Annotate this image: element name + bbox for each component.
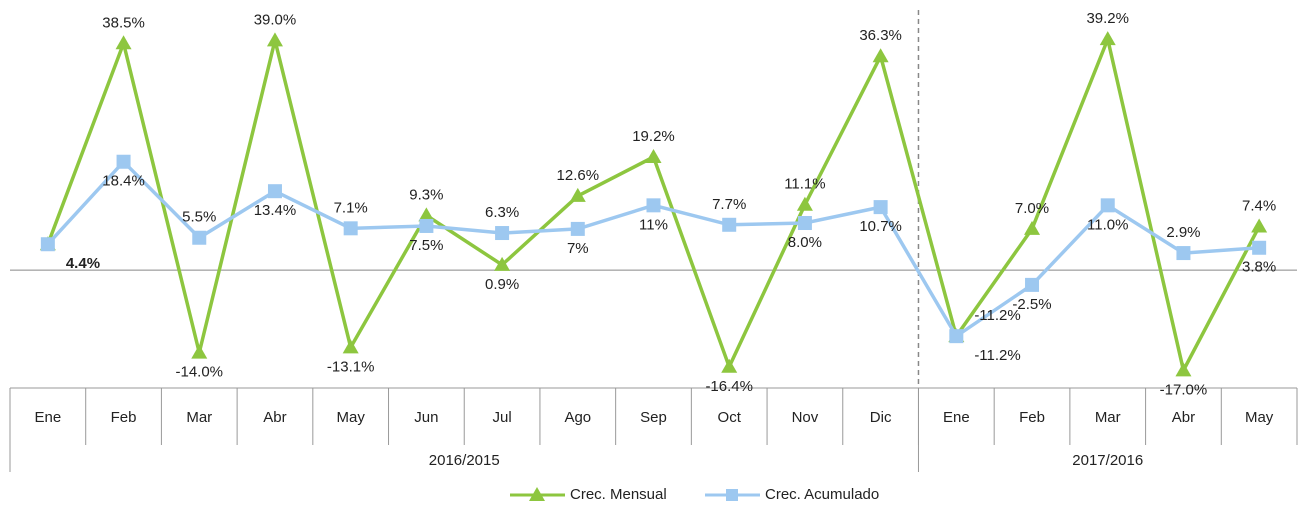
data-label: 4.4%	[66, 255, 100, 272]
data-label: 7%	[567, 240, 589, 257]
data-label: -11.2%	[974, 307, 1020, 324]
point	[1100, 198, 1115, 213]
x-tick-label: Ago	[564, 409, 591, 426]
data-label: 0.9%	[485, 276, 519, 293]
data-label: -17.0%	[1160, 381, 1208, 398]
point	[646, 198, 661, 213]
x-tick-label: Ene	[943, 409, 970, 426]
data-label: -2.5%	[1012, 296, 1051, 313]
data-label: 39.2%	[1086, 10, 1129, 27]
x-tick-label: Nov	[792, 409, 819, 426]
x-tick-label: Abr	[263, 409, 286, 426]
point	[1175, 362, 1192, 377]
point	[267, 184, 282, 199]
point	[342, 339, 359, 354]
x-tick-label: Feb	[1019, 409, 1045, 426]
point	[1252, 240, 1267, 255]
x-tick-label: May	[337, 409, 366, 426]
data-label: 9.3%	[409, 186, 443, 203]
group-label: 2017/2016	[1072, 452, 1143, 469]
data-label: 12.6%	[557, 167, 600, 184]
data-label: 38.5%	[102, 14, 145, 31]
point	[1025, 277, 1040, 292]
data-label: 8.0%	[788, 234, 822, 251]
point	[1251, 218, 1268, 233]
x-tick-label: Mar	[186, 409, 212, 426]
x-tick-label: Jul	[492, 409, 511, 426]
point	[645, 149, 662, 164]
data-label: 13.4%	[254, 202, 297, 219]
point	[797, 216, 812, 231]
point	[796, 196, 813, 211]
point	[1024, 220, 1041, 235]
group-label: 2016/2015	[429, 452, 500, 469]
data-label: 18.4%	[102, 173, 145, 190]
data-label: 5.5%	[182, 209, 216, 226]
legend-label: Crec. Acumulado	[765, 486, 879, 503]
point	[343, 221, 358, 236]
legend-label: Crec. Mensual	[570, 486, 667, 503]
data-label: 11.0%	[1087, 216, 1128, 233]
data-label: 7.5%	[409, 237, 443, 254]
data-label: -16.4%	[705, 378, 753, 395]
point	[569, 187, 586, 202]
point	[115, 35, 132, 50]
data-label: 36.3%	[859, 27, 902, 44]
point	[872, 48, 889, 63]
point	[721, 358, 738, 373]
point	[494, 256, 511, 271]
point	[192, 230, 207, 245]
data-label: 7.7%	[712, 196, 746, 213]
point	[722, 217, 737, 232]
data-label: -13.1%	[327, 358, 375, 375]
point	[1099, 31, 1116, 46]
point	[418, 207, 435, 222]
data-label: 7.4%	[1242, 198, 1276, 215]
data-label: 11%	[639, 216, 668, 233]
point	[873, 200, 888, 215]
data-label: 10.7%	[859, 218, 902, 235]
data-label: 39.0%	[254, 11, 297, 28]
data-label: 6.3%	[485, 204, 519, 221]
point	[495, 226, 510, 241]
data-label: 11.1%	[784, 176, 825, 193]
point	[40, 237, 55, 252]
point	[116, 154, 131, 169]
point	[570, 221, 585, 236]
x-tick-label: Mar	[1095, 409, 1121, 426]
x-tick-label: May	[1245, 409, 1274, 426]
point	[191, 344, 208, 359]
point	[419, 218, 434, 233]
x-tick-label: Oct	[718, 409, 742, 426]
data-label: 7.1%	[334, 199, 368, 216]
x-tick-label: Sep	[640, 409, 667, 426]
x-tick-label: Abr	[1172, 409, 1195, 426]
x-tick-label: Jun	[414, 409, 438, 426]
x-tick-label: Dic	[870, 409, 892, 426]
point	[949, 329, 964, 344]
legend-marker	[529, 487, 545, 501]
data-label: 7.0%	[1015, 200, 1049, 217]
point	[266, 32, 283, 47]
data-label: -11.2%	[974, 347, 1020, 364]
line	[46, 159, 1260, 339]
x-tick-label: Ene	[35, 409, 62, 426]
data-label: 19.2%	[632, 128, 675, 145]
data-label: 3.8%	[1242, 259, 1276, 276]
legend-marker	[726, 489, 738, 501]
point	[1176, 246, 1191, 261]
data-label: -14.0%	[175, 364, 223, 381]
x-tick-label: Feb	[111, 409, 137, 426]
data-label: 2.9%	[1166, 224, 1200, 241]
